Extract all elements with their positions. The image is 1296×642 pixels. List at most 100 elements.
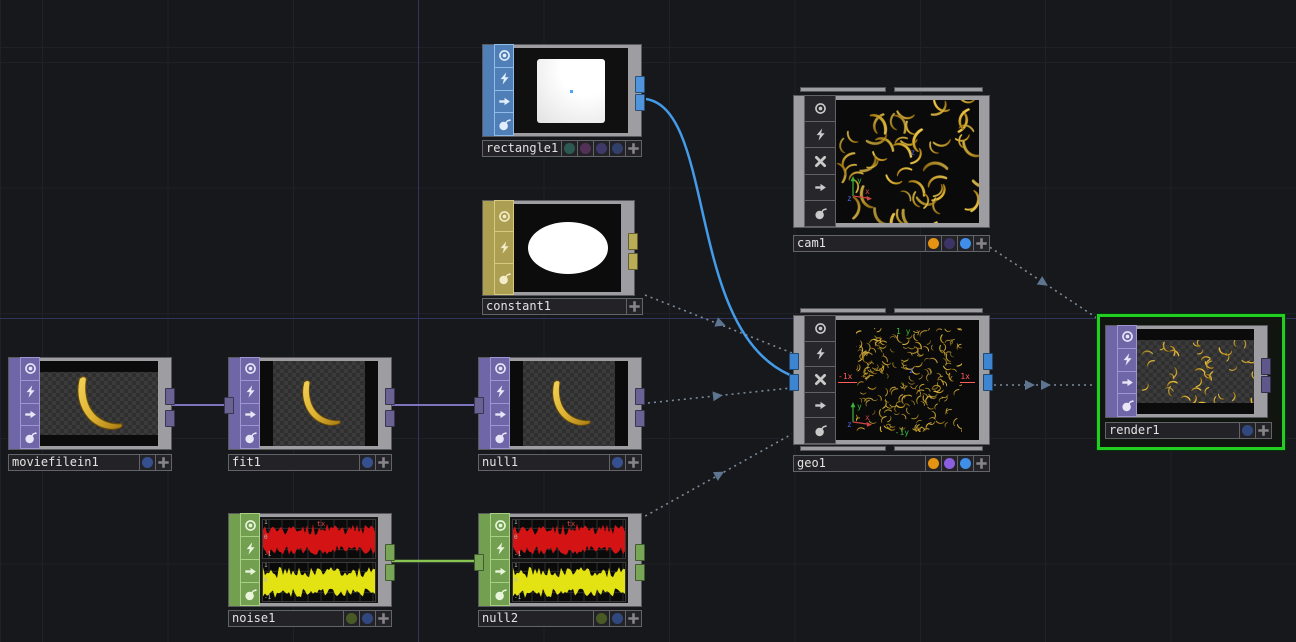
cook-flag[interactable] (494, 66, 514, 91)
export-flag[interactable] (490, 559, 510, 583)
parent-connector[interactable] (894, 87, 983, 92)
bypass-flag[interactable] (490, 582, 510, 606)
export-flag[interactable] (1117, 370, 1137, 395)
add-flag-button[interactable] (625, 454, 642, 471)
output-connector[interactable] (635, 410, 645, 427)
node-name-label[interactable]: null1 (478, 454, 610, 471)
node-viewer-thumbnail[interactable]: 1 0 -1 tx 1 0 -1 (510, 517, 628, 603)
cook-flag[interactable] (490, 536, 510, 560)
add-flag-button[interactable] (973, 235, 990, 252)
node-viewer-thumbnail[interactable] (510, 361, 628, 446)
bypass-flag[interactable] (804, 417, 836, 444)
node-name-label[interactable]: rectangle1 (482, 140, 562, 157)
color-flag[interactable] (925, 235, 942, 252)
viewer-flag[interactable] (1117, 325, 1137, 349)
color-flag[interactable] (957, 235, 974, 252)
output-connector[interactable] (628, 233, 638, 250)
bypass-flag[interactable] (494, 262, 514, 295)
output-connector[interactable] (385, 564, 395, 581)
reference-wire-null2-geo1[interactable] (639, 433, 793, 520)
color-flag[interactable] (577, 140, 594, 157)
node-name-label[interactable]: geo1 (793, 455, 926, 472)
cook-flag[interactable] (804, 340, 836, 368)
add-flag-button[interactable] (625, 140, 642, 157)
color-flag[interactable] (957, 455, 974, 472)
export-flag[interactable] (20, 402, 40, 427)
viewer-flag[interactable] (490, 357, 510, 381)
output-connector[interactable] (385, 410, 395, 427)
viewer-flag[interactable] (494, 200, 514, 233)
output-connector[interactable] (1261, 376, 1271, 393)
bypass-flag[interactable] (1117, 393, 1137, 417)
color-flag[interactable] (925, 455, 942, 472)
bypass-flag[interactable] (494, 112, 514, 136)
output-connector[interactable] (635, 94, 645, 111)
output-connector[interactable] (1261, 358, 1271, 375)
child-connector[interactable] (894, 446, 983, 451)
export-flag[interactable] (804, 173, 836, 201)
bypass-flag[interactable] (20, 425, 40, 449)
node-viewer-thumbnail[interactable] (1137, 329, 1254, 414)
viewer-flag[interactable] (240, 357, 260, 381)
node-name-label[interactable]: moviefilein1 (8, 454, 140, 471)
output-connector[interactable] (628, 253, 638, 270)
output-connector[interactable] (983, 353, 993, 370)
add-flag-button[interactable] (973, 455, 990, 472)
node-viewer-thumbnail[interactable]: 1 0 -1 tx 1 0 -1 (260, 517, 378, 603)
cook-flag[interactable] (1117, 347, 1137, 372)
node-name-label[interactable]: constant1 (482, 298, 627, 315)
cook-flag[interactable] (804, 121, 836, 149)
node-viewer-thumbnail[interactable] (514, 48, 628, 133)
viewer-flag[interactable] (494, 44, 514, 68)
add-flag-button[interactable] (626, 298, 643, 315)
bypass-flag[interactable] (240, 582, 260, 606)
parent-connector[interactable] (800, 87, 886, 92)
add-flag-button[interactable] (155, 454, 172, 471)
bypass-flag[interactable] (490, 425, 510, 449)
parent-connector[interactable] (894, 308, 983, 313)
export-flag[interactable] (494, 89, 514, 114)
bypass-flag[interactable] (240, 425, 260, 449)
output-connector[interactable] (635, 76, 645, 93)
viewer-flag[interactable] (20, 357, 40, 381)
export-flag[interactable] (490, 402, 510, 427)
color-flag[interactable] (941, 455, 958, 472)
viewer-flag[interactable] (240, 513, 260, 537)
cook-flag[interactable] (240, 379, 260, 404)
node-name-label[interactable]: noise1 (228, 610, 344, 627)
color-flag[interactable] (609, 610, 626, 627)
parent-connector[interactable] (800, 308, 886, 313)
cook-flag[interactable] (20, 379, 40, 404)
node-name-label[interactable]: null2 (478, 610, 594, 627)
color-flag[interactable] (359, 610, 376, 627)
output-connector[interactable] (385, 388, 395, 405)
bypass-flag[interactable] (804, 199, 836, 228)
cook-flag[interactable] (494, 231, 514, 264)
node-name-label[interactable]: fit1 (228, 454, 360, 471)
output-connector[interactable] (635, 388, 645, 405)
color-flag[interactable] (609, 454, 626, 471)
input-connector[interactable] (474, 397, 484, 414)
child-connector[interactable] (800, 446, 886, 451)
input-connector[interactable] (789, 353, 799, 370)
cook-flag[interactable] (490, 379, 510, 404)
node-viewer-thumbnail[interactable] (40, 361, 158, 446)
cook-flag[interactable] (240, 536, 260, 560)
add-flag-button[interactable] (375, 454, 392, 471)
output-connector[interactable] (635, 544, 645, 561)
export-flag[interactable] (240, 559, 260, 583)
export-flag[interactable] (240, 402, 260, 427)
add-flag-button[interactable] (1255, 422, 1272, 439)
output-connector[interactable] (385, 544, 395, 561)
node-viewer-thumbnail[interactable]: 1 y -1x 1x -1y z y x z (836, 320, 979, 440)
output-connector[interactable] (983, 374, 993, 391)
render-flag[interactable] (804, 147, 836, 175)
node-name-label[interactable]: cam1 (793, 235, 926, 252)
node-viewer-thumbnail[interactable] (260, 361, 378, 446)
output-connector[interactable] (635, 564, 645, 581)
viewer-flag[interactable] (490, 513, 510, 537)
add-flag-button[interactable] (625, 610, 642, 627)
node-viewer-thumbnail[interactable]: z y x z (836, 100, 979, 223)
viewer-flag[interactable] (804, 95, 836, 123)
